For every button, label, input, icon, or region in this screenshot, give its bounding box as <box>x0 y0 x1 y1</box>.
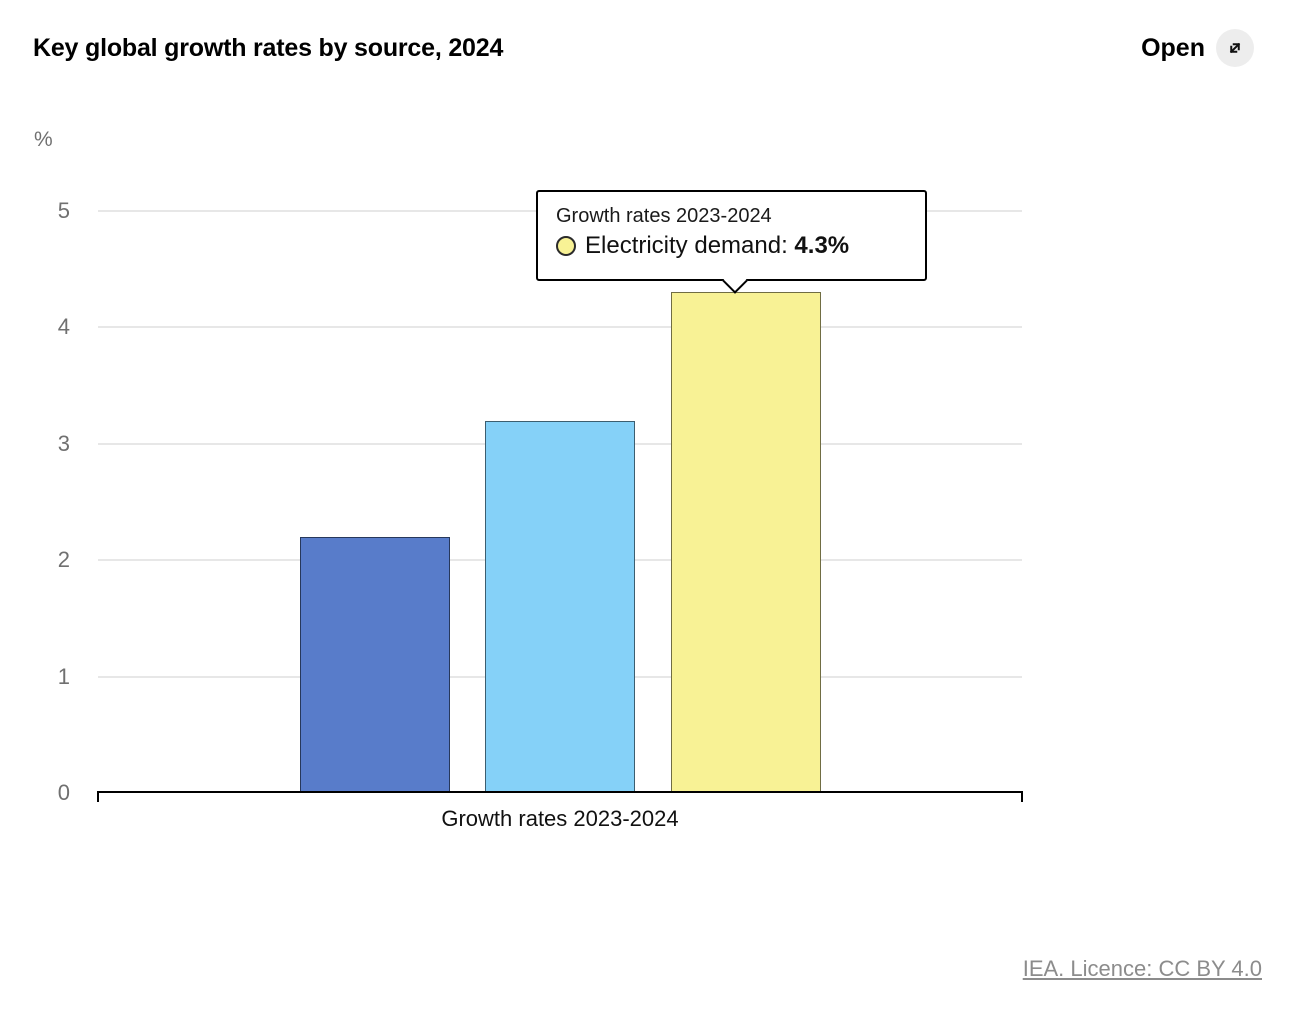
page-title: Key global growth rates by source, 2024 <box>33 33 504 62</box>
chart-bar-series-2[interactable] <box>485 420 635 793</box>
chart-bar-series-1[interactable] <box>299 536 450 793</box>
x-axis-category-label: Growth rates 2023-2024 <box>441 806 679 831</box>
series-marker-icon <box>556 236 576 256</box>
chart-tooltip: Growth rates 2023-2024 Electricity deman… <box>536 190 927 294</box>
tooltip-value: 4.3% <box>794 232 850 259</box>
x-axis-right-tick <box>1021 791 1023 802</box>
tooltip-series-label: Electricity demand: <box>585 232 788 259</box>
y-tick-label-2: 2 <box>57 547 70 573</box>
open-button-label: Open <box>1141 33 1205 62</box>
licence-link[interactable]: IEA. Licence: CC BY 4.0 <box>1022 956 1262 981</box>
y-tick-label-3: 3 <box>57 430 70 456</box>
y-axis-unit-label: % <box>34 128 53 151</box>
tooltip-series-text: Electricity demand: 4.3% <box>585 232 849 260</box>
y-tick-label-5: 5 <box>57 198 70 223</box>
y-tick-label-0: 0 <box>57 780 70 805</box>
y-tick-label-1: 1 <box>57 663 70 689</box>
chart-bar-electricity-demand[interactable] <box>670 292 821 793</box>
tooltip-pointer <box>722 268 748 294</box>
x-axis-line <box>97 791 1023 793</box>
tooltip-title: Growth rates 2023-2024 <box>556 205 772 227</box>
y-tick-label-4: 4 <box>57 314 70 340</box>
x-axis-left-tick <box>97 791 99 802</box>
open-button[interactable]: Open <box>1141 29 1254 67</box>
chart-header: Key global growth rates by source, 2024 … <box>0 0 1290 72</box>
gridline-4 <box>98 326 1022 329</box>
expand-icon[interactable] <box>1216 29 1254 67</box>
